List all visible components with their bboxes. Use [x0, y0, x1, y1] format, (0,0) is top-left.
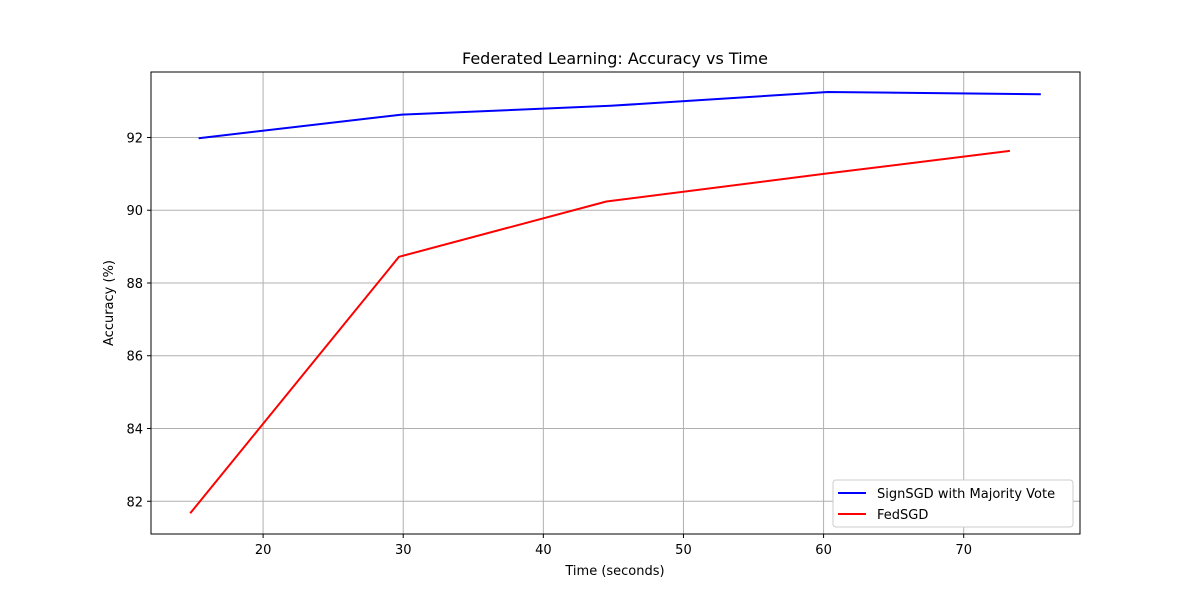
axis-ticks: 20 30 40 50 60 70 82 84 86 88 90 92 [126, 131, 972, 558]
series-lines [189, 91, 1041, 514]
x-tick-label: 60 [815, 543, 832, 558]
legend-label-signsgd: SignSGD with Majority Vote [877, 487, 1055, 502]
y-tick-label: 90 [126, 204, 143, 219]
y-tick-label: 86 [126, 350, 143, 365]
y-tick-label: 82 [126, 495, 143, 510]
y-tick-label: 88 [126, 277, 143, 292]
legend-box [832, 479, 1074, 528]
x-tick-label: 70 [955, 543, 972, 558]
y-tick-label: 84 [126, 423, 143, 438]
legend: SignSGD with Majority Vote FedSGD [832, 479, 1074, 528]
x-axis-label: Time (seconds) [564, 564, 664, 579]
series-line-fedsgd [189, 149, 1011, 514]
x-tick-label: 50 [675, 543, 692, 558]
x-tick-label: 40 [535, 543, 552, 558]
x-tick-label: 20 [255, 543, 272, 558]
grid [151, 72, 1080, 534]
chart-title: Federated Learning: Accuracy vs Time [462, 49, 768, 68]
x-tick-label: 30 [395, 543, 412, 558]
legend-label-fedsgd: FedSGD [877, 508, 928, 523]
y-tick-label: 92 [126, 131, 143, 146]
plot-frame [150, 71, 1081, 535]
series-line-signsgd [198, 91, 1041, 140]
y-axis-label: Accuracy (%) [102, 260, 117, 346]
